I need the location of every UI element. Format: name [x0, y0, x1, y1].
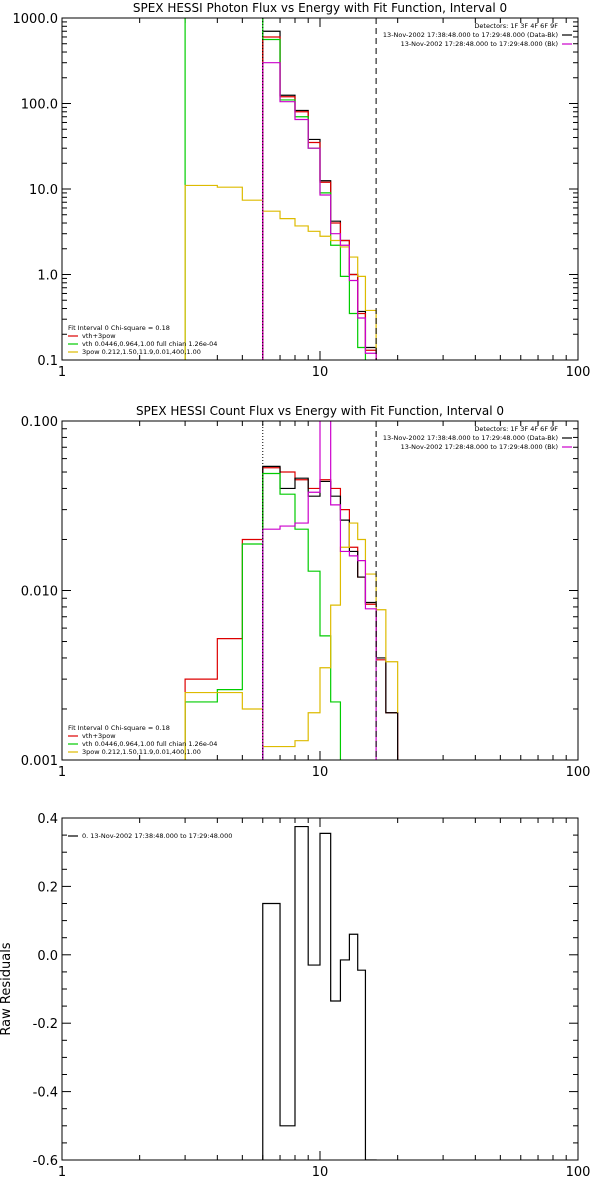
- series-line-1: [262, 825, 377, 1160]
- legend-text: 3pow 0.212,1.50,11.9,0.01,400,1.00: [82, 348, 201, 356]
- x-tick-label: 100: [566, 1165, 591, 1180]
- y-tick-label: -0.4: [33, 1086, 58, 1101]
- series-group: [184, 18, 377, 360]
- x-tick-label: 10: [312, 365, 329, 380]
- chart-title: SPEX HESSI Photon Flux vs Energy with Fi…: [133, 1, 507, 15]
- x-tick-label: 10: [312, 765, 329, 780]
- plot-frame: [61, 420, 579, 761]
- plot-frame: [61, 817, 579, 1161]
- chart-title: SPEX HESSI Count Flux vs Energy with Fit…: [136, 404, 504, 418]
- legend-text: vth 0.0446,0.964,1.00 full chian 1.26e-0…: [82, 740, 217, 748]
- legend-text: 13-Nov-2002 17:28:48.000 to 17:29:48.000…: [401, 40, 558, 48]
- series-line-5: [262, 62, 377, 360]
- series-line-1: [184, 467, 399, 760]
- y-tick-label: 100.0: [21, 98, 58, 113]
- y-tick-label: -0.2: [33, 1017, 58, 1032]
- y-tick-label: 0.001: [21, 754, 58, 769]
- series-line-5: [262, 421, 377, 760]
- y-tick-label: -0.6: [33, 1154, 58, 1169]
- y-ticks: [62, 428, 578, 761]
- x-tick-label: 100: [566, 765, 591, 780]
- y-tick-label: 0.4: [37, 812, 58, 827]
- series-line-4: [184, 522, 399, 760]
- x-ticks: [61, 18, 567, 360]
- panel-1: SPEX HESSI Photon Flux vs Energy with Fi…: [13, 1, 591, 380]
- x-ticks: [61, 818, 567, 1160]
- y-tick-label: 10.0: [29, 183, 58, 198]
- legend-text: vth+3pow: [82, 732, 116, 740]
- y-axis-label: Raw Residuals: [0, 942, 14, 1035]
- legend-text: Fit Interval 0 Chi-square = 0.18: [68, 724, 170, 732]
- x-tick-label: 1: [58, 765, 66, 780]
- legend-text: 13-Nov-2002 17:38:48.000 to 17:29:48.000…: [383, 31, 558, 39]
- legend-text: Fit Interval 0 Chi-square = 0.18: [68, 324, 170, 332]
- y-tick-label: 0.0: [37, 949, 58, 964]
- legend-text: 13-Nov-2002 17:28:48.000 to 17:29:48.000…: [401, 443, 558, 451]
- panel-3: Raw Residuals 1 10 100 -0.6 -0.4 -0.2 0.0 0.2 0.4…: [0, 812, 590, 1180]
- legend-text: Detectors: 1F 3F 4F 6F 9F: [474, 22, 558, 30]
- legend-text: 0. 13-Nov-2002 17:38:48.000 to 17:29:48.…: [82, 832, 232, 840]
- plot-frame: [61, 17, 579, 361]
- x-tick-label: 100: [566, 365, 591, 380]
- panel-2: SPEX HESSI Count Flux vs Energy with Fit…: [21, 404, 591, 780]
- y-tick-label: 0.1: [37, 354, 58, 369]
- y-tick-label: 0.2: [37, 880, 58, 895]
- series-group: [262, 825, 377, 1160]
- legend-text: Detectors: 1F 3F 4F 6F 9F: [474, 425, 558, 433]
- series-group: [184, 421, 399, 760]
- legend-text: vth 0.0446,0.964,1.00 full chian 1.26e-0…: [82, 340, 217, 348]
- x-tick-label: 1: [58, 365, 66, 380]
- legend-text: vth+3pow: [82, 332, 116, 340]
- series-line-4: [184, 184, 377, 360]
- series-line-3: [184, 472, 342, 760]
- x-ticks: [61, 421, 567, 760]
- x-tick-label: 10: [312, 1165, 329, 1180]
- legend-text: 13-Nov-2002 17:38:48.000 to 17:29:48.000…: [383, 434, 558, 442]
- legend-text: 3pow 0.212,1.50,11.9,0.01,400,1.00: [82, 748, 201, 756]
- y-tick-label: 1000.0: [13, 12, 59, 27]
- series-line-3: [184, 18, 367, 360]
- y-tick-label: 1.0: [37, 269, 58, 284]
- x-tick-label: 1: [58, 1165, 66, 1180]
- y-tick-label: 0.010: [21, 585, 58, 600]
- y-tick-label: 0.100: [21, 415, 58, 430]
